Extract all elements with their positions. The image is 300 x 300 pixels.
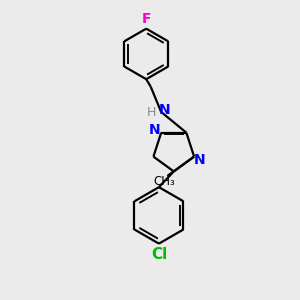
Text: N: N [159, 103, 170, 117]
Text: F: F [142, 12, 152, 26]
Text: N: N [194, 153, 205, 166]
Text: CH₃: CH₃ [153, 176, 175, 188]
Text: H: H [147, 106, 156, 119]
Text: Cl: Cl [151, 248, 167, 262]
Text: N: N [149, 123, 161, 137]
